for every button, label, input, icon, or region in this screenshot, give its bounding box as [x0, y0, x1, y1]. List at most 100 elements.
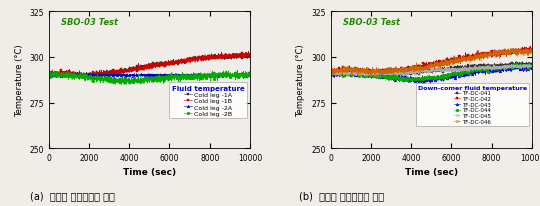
- Cold leg -2B: [241, 74, 247, 76]
- TF-DC-044: [327, 73, 334, 75]
- Text: SBO-03 Test: SBO-03 Test: [342, 18, 400, 27]
- TF-DC-041: [523, 62, 529, 64]
- TF-DC-041: [523, 62, 530, 64]
- TF-DC-041: [327, 73, 334, 75]
- Cold leg -2A: [124, 76, 130, 79]
- Cold leg -2A: [247, 75, 253, 78]
- TF-DC-045: [426, 71, 432, 74]
- Cold leg -2A: [144, 76, 150, 78]
- TF-DC-043: [420, 83, 427, 86]
- Cold leg -1B: [204, 57, 211, 59]
- Legend: Cold leg -1A, Cold leg -1B, Cold leg -2A, Cold leg -2B: Cold leg -1A, Cold leg -1B, Cold leg -2A…: [169, 83, 247, 119]
- TF-DC-046: [529, 53, 535, 56]
- TF-DC-045: [486, 68, 492, 70]
- Line: TF-DC-043: TF-DC-043: [329, 63, 534, 86]
- Cold leg -1A: [242, 52, 249, 54]
- Cold leg -1A: [56, 73, 62, 76]
- X-axis label: Time (sec): Time (sec): [404, 168, 458, 177]
- Cold leg -2B: [56, 76, 62, 79]
- Text: (b)  강수부 유체온도의 변화: (b) 강수부 유체온도의 변화: [299, 190, 384, 200]
- TF-DC-043: [486, 70, 492, 72]
- Cold leg -1A: [45, 72, 52, 75]
- X-axis label: Time (sec): Time (sec): [123, 168, 176, 177]
- Cold leg -2B: [144, 77, 150, 80]
- Y-axis label: Temperature (°C): Temperature (°C): [296, 44, 306, 116]
- Line: Cold leg -1A: Cold leg -1A: [47, 52, 251, 80]
- Line: TF-DC-045: TF-DC-045: [329, 63, 534, 78]
- TF-DC-046: [523, 50, 530, 53]
- Cold leg -2A: [138, 74, 145, 76]
- TF-DC-046: [368, 75, 375, 78]
- Line: TF-DC-046: TF-DC-046: [329, 47, 534, 78]
- TF-DC-042: [486, 53, 492, 55]
- Cold leg -1A: [144, 67, 150, 69]
- Text: (a)  저온관 유체온도의 변화: (a) 저온관 유체온도의 변화: [30, 190, 116, 200]
- Cold leg -1B: [80, 77, 86, 80]
- Cold leg -2B: [118, 84, 125, 87]
- TF-DC-045: [372, 75, 378, 78]
- Text: SBO-03 Test: SBO-03 Test: [60, 18, 118, 27]
- TF-DC-044: [426, 78, 432, 80]
- Line: Cold leg -1B: Cold leg -1B: [47, 50, 251, 80]
- TF-DC-043: [523, 71, 529, 74]
- Cold leg -2A: [241, 75, 247, 78]
- TF-DC-042: [528, 46, 534, 48]
- TF-DC-041: [529, 63, 535, 66]
- TF-DC-041: [420, 69, 427, 71]
- TF-DC-043: [523, 68, 529, 71]
- Line: Cold leg -2B: Cold leg -2B: [47, 70, 251, 87]
- Line: Cold leg -2A: Cold leg -2A: [47, 73, 251, 79]
- Cold leg -1B: [144, 63, 150, 66]
- TF-DC-045: [420, 70, 427, 72]
- Cold leg -2B: [241, 77, 247, 79]
- TF-DC-045: [338, 72, 344, 74]
- TF-DC-044: [486, 67, 492, 70]
- Cold leg -2B: [204, 77, 211, 80]
- Cold leg -2B: [138, 80, 145, 82]
- Cold leg -2B: [234, 70, 240, 72]
- TF-DC-043: [523, 63, 530, 66]
- Cold leg -1B: [241, 53, 247, 56]
- TF-DC-041: [426, 69, 432, 71]
- Cold leg -1B: [138, 68, 145, 70]
- TF-DC-042: [327, 72, 334, 74]
- TF-DC-042: [529, 50, 535, 53]
- TF-DC-044: [399, 81, 406, 84]
- TF-DC-041: [330, 76, 336, 78]
- Cold leg -1A: [241, 56, 247, 58]
- TF-DC-041: [486, 66, 492, 69]
- TF-DC-042: [523, 49, 529, 51]
- TF-DC-044: [420, 78, 427, 81]
- TF-DC-044: [529, 65, 535, 67]
- Cold leg -1B: [247, 54, 253, 57]
- TF-DC-044: [513, 61, 519, 63]
- TF-DC-042: [382, 75, 388, 77]
- TF-DC-045: [522, 64, 528, 66]
- Cold leg -2A: [241, 75, 247, 77]
- TF-DC-045: [523, 64, 530, 67]
- Cold leg -2B: [45, 76, 52, 79]
- TF-DC-043: [420, 81, 427, 84]
- TF-DC-045: [523, 66, 529, 68]
- Cold leg -2A: [45, 75, 52, 77]
- Cold leg -1B: [45, 74, 52, 76]
- Y-axis label: Temperature (°C): Temperature (°C): [15, 44, 24, 116]
- TF-DC-046: [426, 67, 432, 69]
- TF-DC-046: [327, 70, 334, 73]
- TF-DC-044: [338, 72, 344, 74]
- Cold leg -1B: [245, 51, 252, 53]
- TF-DC-043: [327, 73, 334, 76]
- Cold leg -1A: [138, 66, 145, 68]
- TF-DC-042: [523, 49, 529, 51]
- TF-DC-043: [529, 67, 535, 70]
- TF-DC-046: [420, 67, 427, 70]
- Cold leg -2A: [146, 73, 152, 75]
- Cold leg -1A: [204, 57, 211, 60]
- TF-DC-043: [426, 79, 432, 82]
- Cold leg -1A: [241, 55, 247, 57]
- TF-DC-046: [523, 50, 529, 52]
- Cold leg -1B: [241, 55, 247, 58]
- Cold leg -1A: [72, 77, 78, 80]
- Line: TF-DC-041: TF-DC-041: [329, 61, 534, 78]
- TF-DC-042: [338, 73, 344, 75]
